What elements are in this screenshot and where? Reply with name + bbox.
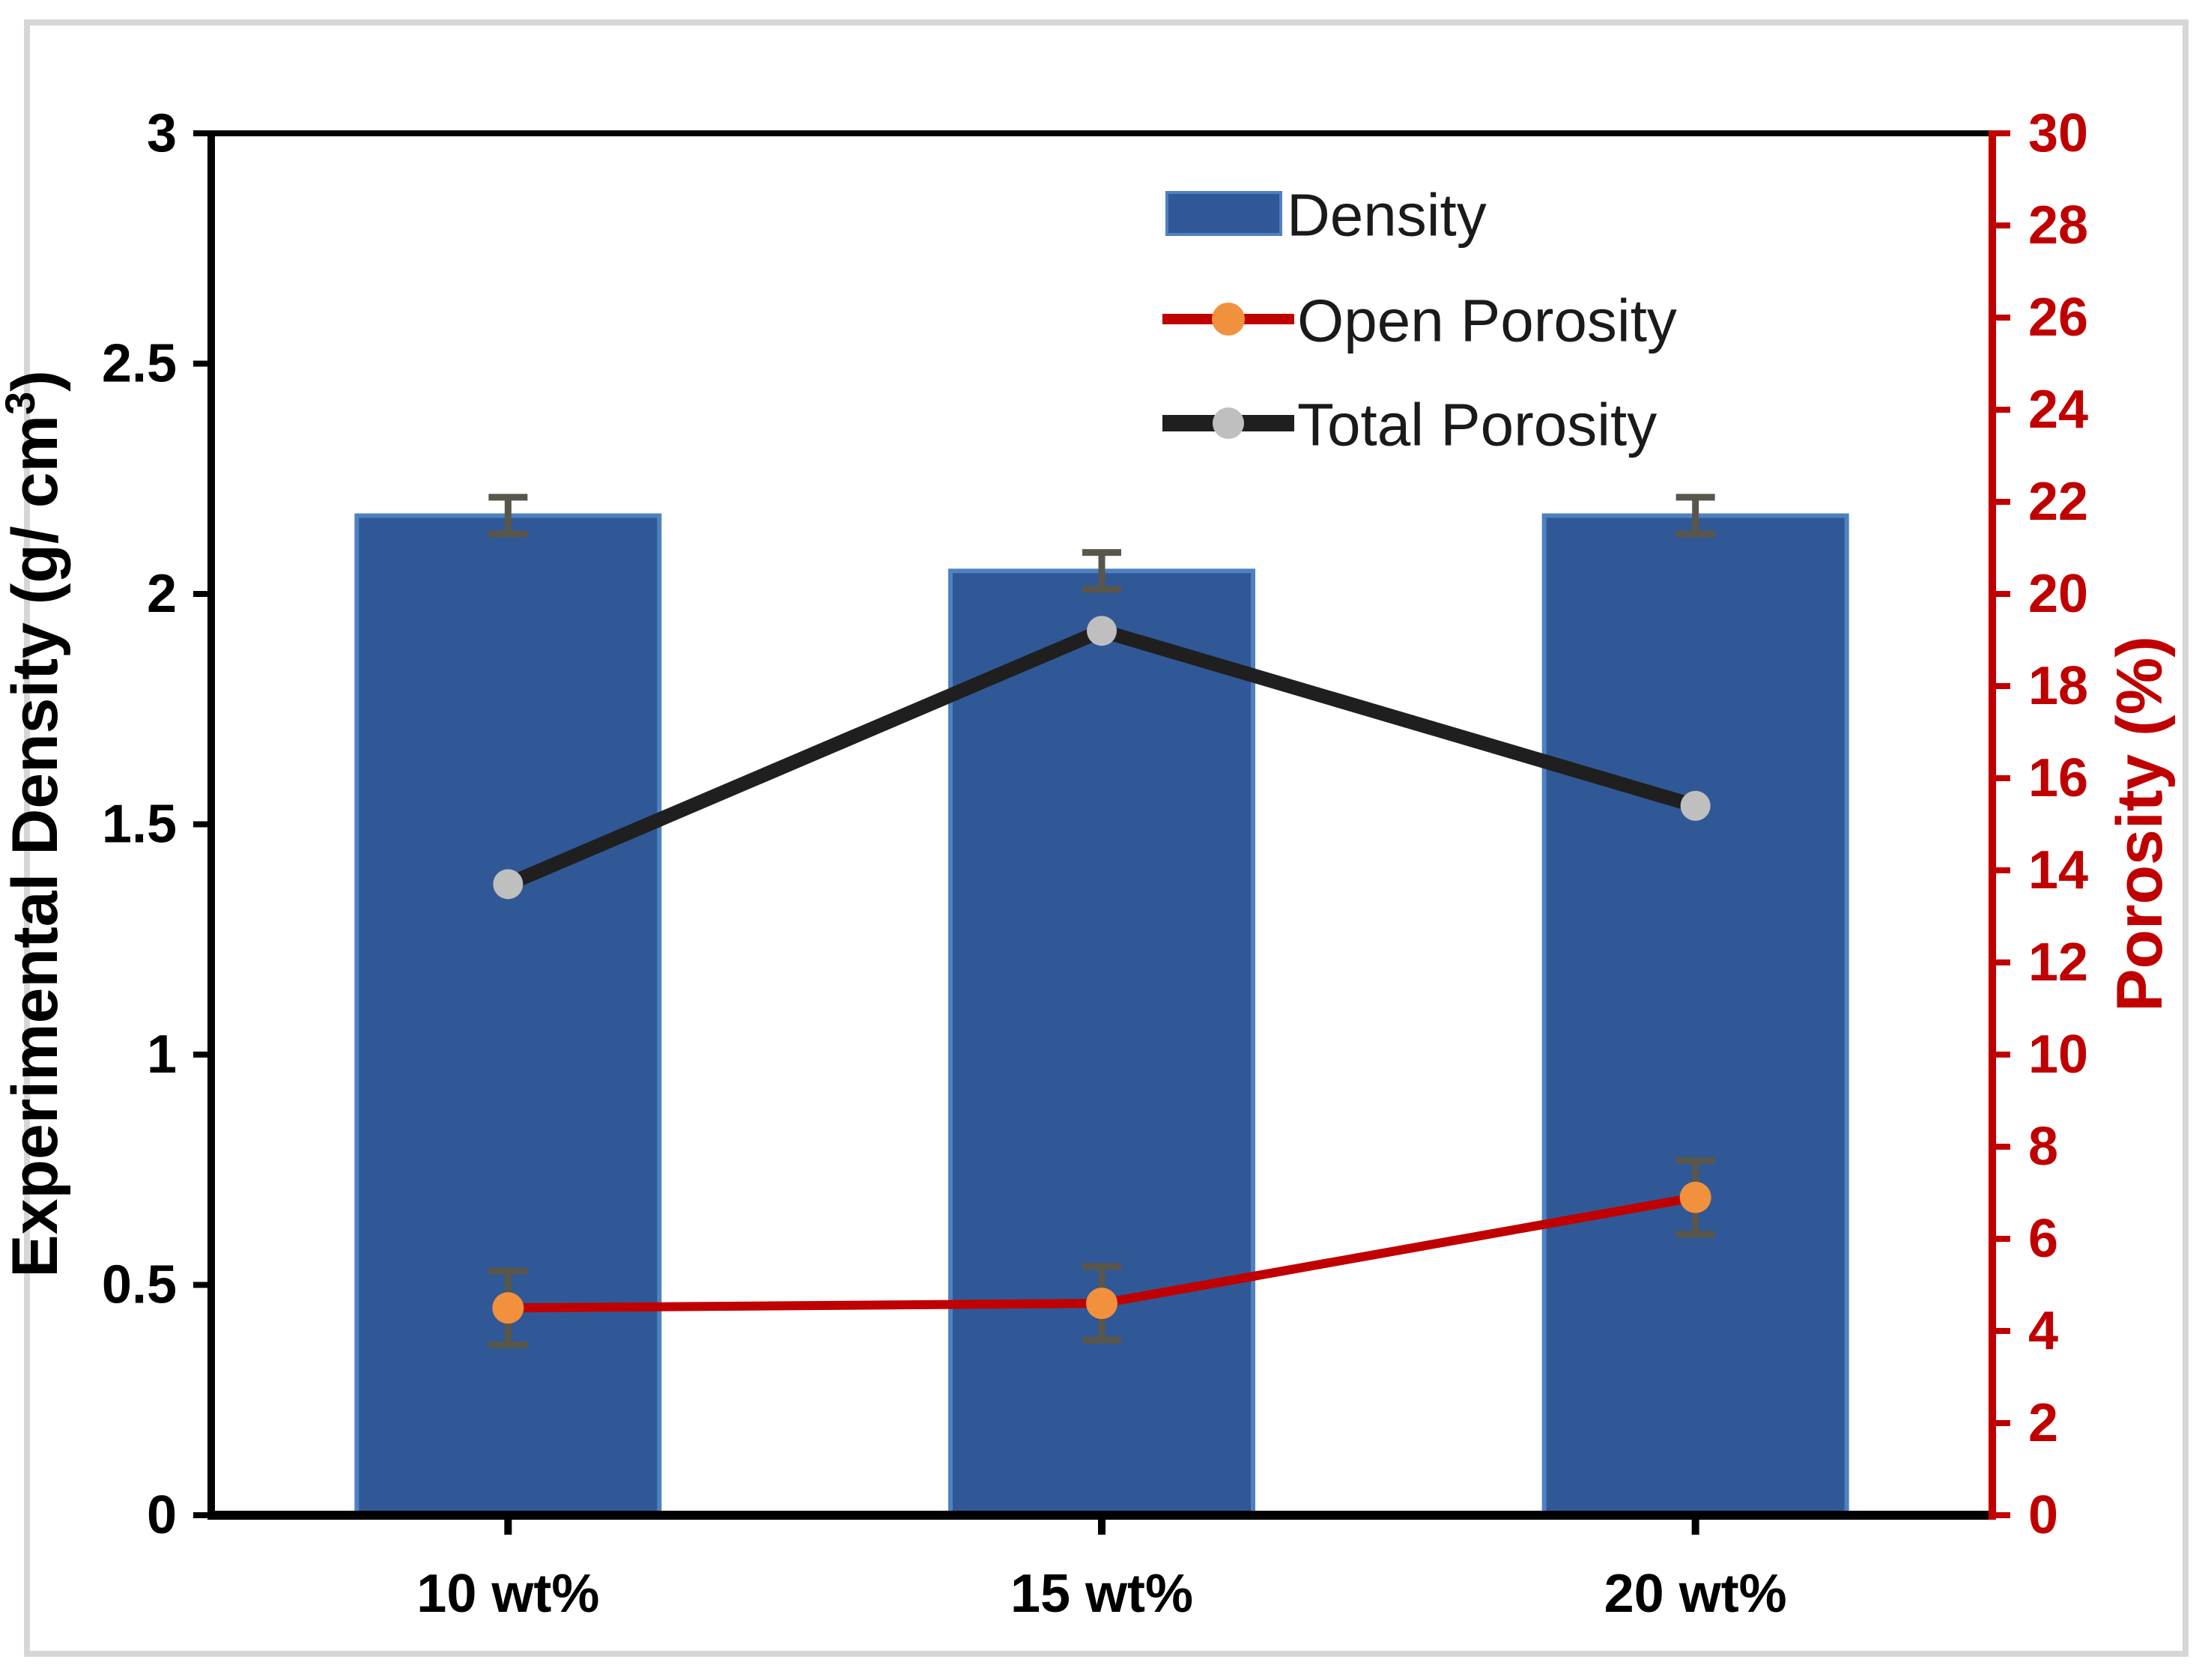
density-bar-0 <box>354 513 662 1518</box>
right-tick-label: 0 <box>2028 1485 2058 1545</box>
category-label-0: 10 wt% <box>416 1564 599 1624</box>
right-tick-label: 8 <box>2028 1117 2058 1177</box>
open-porosity-series <box>488 1156 1715 1348</box>
left-tick-label: 3 <box>147 103 177 163</box>
category-label-2: 20 wt% <box>1604 1564 1787 1624</box>
right-tick-label: 16 <box>2028 748 2088 808</box>
right-tick-label: 6 <box>2028 1209 2058 1269</box>
open-porosity-marker-0 <box>492 1292 524 1324</box>
right-tick-label: 22 <box>2028 472 2088 532</box>
left-tick-label: 2.5 <box>102 334 177 394</box>
right-tick-label: 24 <box>2028 380 2088 440</box>
left-tick-label: 0 <box>147 1485 177 1545</box>
legend-open-porosity-label: Open Porosity <box>1297 288 1677 354</box>
category-label-1: 15 wt% <box>1010 1564 1193 1624</box>
open-porosity-marker-1 <box>1086 1288 1117 1320</box>
density-bars <box>354 494 1849 1518</box>
right-tick-label: 26 <box>2028 288 2088 348</box>
axes: 00.511.522.53024681012141618202224262830… <box>102 103 2088 1624</box>
total-porosity-marker-0 <box>493 869 524 900</box>
density-bar-1 <box>948 568 1255 1517</box>
right-tick-label: 2 <box>2028 1393 2058 1453</box>
left-tick-label: 0.5 <box>102 1255 177 1315</box>
total-porosity-series <box>493 616 1711 900</box>
open-porosity-marker-2 <box>1679 1181 1711 1213</box>
right-tick-label: 28 <box>2028 195 2088 255</box>
left-tick-label: 1.5 <box>102 795 177 855</box>
legend-open-porosity-marker <box>1212 303 1245 336</box>
left-tick-label: 2 <box>147 564 177 624</box>
right-tick-label: 4 <box>2028 1301 2058 1361</box>
right-tick-label: 14 <box>2028 840 2088 900</box>
right-tick-label: 30 <box>2028 103 2088 163</box>
right-tick-label: 12 <box>2028 933 2088 992</box>
right-tick-label: 18 <box>2028 656 2088 716</box>
right-axis-title: Porosity (%) <box>2104 636 2176 1012</box>
legend-density-label: Density <box>1287 182 1487 249</box>
right-tick-label: 20 <box>2028 564 2088 624</box>
left-tick-label: 1 <box>147 1025 177 1085</box>
legend-total-porosity-label: Total Porosity <box>1297 392 1657 458</box>
left-axis-title: Experimental Density (g/ cm3) <box>0 370 71 1278</box>
legend-density-swatch <box>1165 191 1282 236</box>
figure-border <box>24 19 2189 1657</box>
right-tick-label: 10 <box>2028 1025 2088 1085</box>
total-porosity-marker-2 <box>1680 790 1711 821</box>
total-porosity-marker-1 <box>1087 616 1117 646</box>
density-bar-2 <box>1541 513 1849 1518</box>
legend-total-porosity-marker <box>1213 407 1244 439</box>
legend: Density Open Porosity Total Porosity <box>1162 182 1677 458</box>
